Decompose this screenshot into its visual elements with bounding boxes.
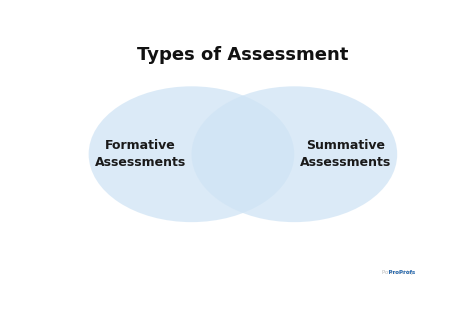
Text: ProProfs: ProProfs (366, 271, 416, 276)
Circle shape (191, 86, 397, 222)
Text: Types of Assessment: Types of Assessment (137, 46, 348, 64)
Text: Summative
Assessments: Summative Assessments (300, 139, 392, 169)
Circle shape (89, 86, 294, 222)
Text: Powered by: Powered by (382, 271, 416, 276)
Text: Formative
Assessments: Formative Assessments (94, 139, 186, 169)
